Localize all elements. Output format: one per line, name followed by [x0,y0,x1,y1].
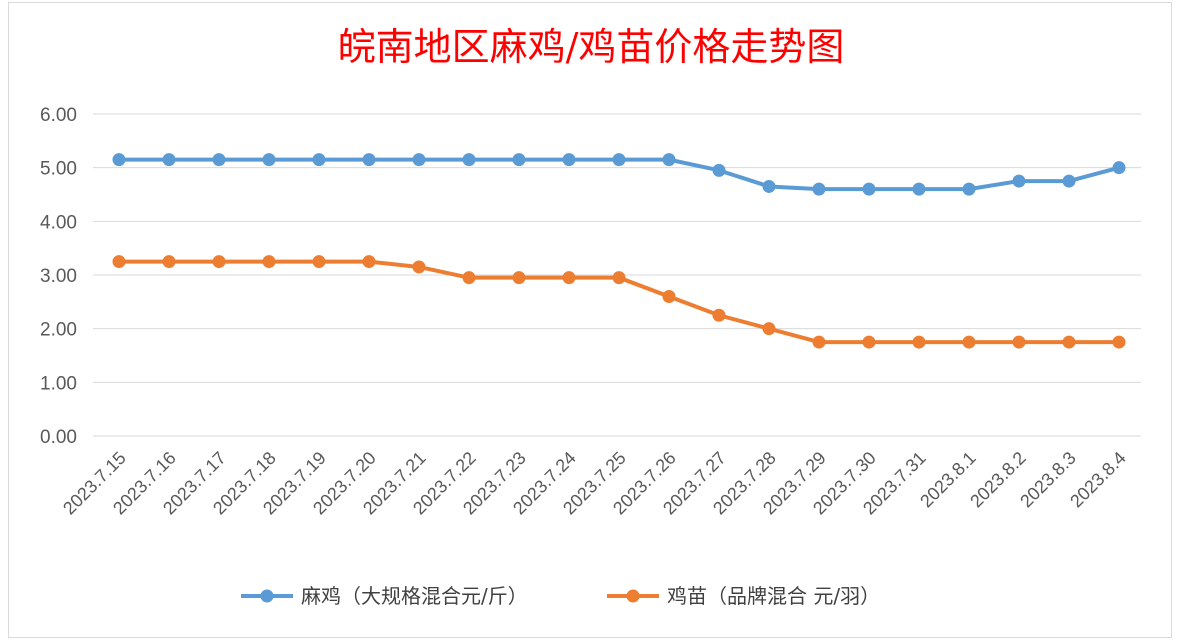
data-point [212,153,226,167]
y-tick-label: 4.00 [40,212,77,233]
data-point [612,153,626,167]
y-tick-label: 6.00 [40,105,77,126]
data-point [362,255,376,269]
legend-swatch-marker [626,589,640,603]
data-point [562,153,576,167]
data-point [812,335,826,349]
data-point [512,153,526,167]
line-chart: 皖南地区麻鸡/鸡苗价格走势图 0.00 1.00 2.00 3.00 4.00 5.00 6… [40,25,1141,608]
gridlines [93,113,1141,437]
data-point [262,255,276,269]
data-point [162,255,176,269]
data-point [612,271,626,285]
data-point [1012,174,1026,188]
data-point [312,255,326,269]
data-point [1012,335,1026,349]
data-point [662,153,676,167]
y-tick-label: 2.00 [40,320,77,341]
legend-label: 鸡苗（品牌混合 元/羽） [667,584,880,608]
legend-item-2: 鸡苗（品牌混合 元/羽） [607,584,880,608]
x-tick-label: 2023.8.4 [1066,448,1130,512]
legend: 麻鸡（大规格混合元/斤） 鸡苗（品牌混合 元/羽） [241,584,880,608]
data-point [962,182,976,196]
data-point [562,271,576,285]
legend-item-1: 麻鸡（大规格混合元/斤） [241,584,528,608]
y-tick-label: 1.00 [40,373,77,394]
data-point [762,179,776,193]
x-axis-ticks: 2023.7.152023.7.162023.7.172023.7.182023… [59,448,1130,519]
data-point [962,335,976,349]
data-point [712,163,726,177]
chart-frame: 皖南地区麻鸡/鸡苗价格走势图 0.00 1.00 2.00 3.00 4.00 5.00 6… [8,2,1172,638]
data-point [312,153,326,167]
data-point [662,289,676,303]
data-point [862,182,876,196]
data-point [862,335,876,349]
data-point [212,255,226,269]
data-point [362,153,376,167]
data-point [912,335,926,349]
data-point [462,153,476,167]
data-point [112,255,126,269]
data-point [812,182,826,196]
data-point [712,308,726,322]
chart-title: 皖南地区麻鸡/鸡苗价格走势图 [338,25,845,69]
series-1 [112,153,1126,196]
data-point [1112,161,1126,175]
legend-label: 麻鸡（大规格混合元/斤） [301,584,528,608]
data-point [462,271,476,285]
data-point [412,260,426,274]
data-point [112,153,126,167]
data-point [1062,335,1076,349]
series-2 [112,255,1126,349]
y-axis-ticks: 0.00 1.00 2.00 3.00 4.00 5.00 6.00 [40,105,77,448]
y-tick-label: 0.00 [40,427,77,448]
data-point [262,153,276,167]
series-lines [112,153,1126,349]
data-point [162,153,176,167]
data-point [762,322,776,336]
data-point [912,182,926,196]
y-tick-label: 5.00 [40,159,77,180]
y-tick-label: 3.00 [40,266,77,287]
data-point [412,153,426,167]
legend-swatch-marker [260,589,274,603]
data-point [1112,335,1126,349]
data-point [1062,174,1076,188]
data-point [512,271,526,285]
